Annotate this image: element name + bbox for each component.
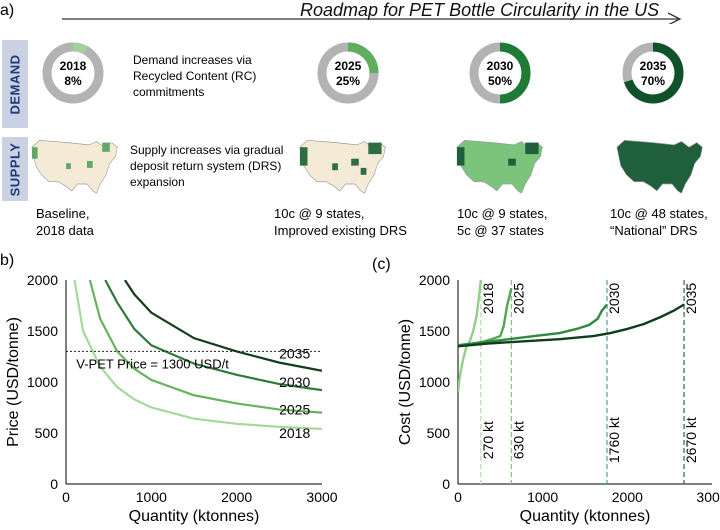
x-tick-label: 3000 [306,489,337,505]
y-tick-label: 1500 [419,323,450,339]
cost-curve-2035 [458,303,685,348]
x-tick-label: 1000 [136,489,167,505]
quantity-marker-label: 270 kt [480,421,496,459]
demand-row-label: DEMAND [2,40,28,128]
year-label-2018: 2018 [480,283,496,314]
donut-percent: 25% [336,74,360,88]
price-curve-2018 [73,280,322,431]
year-label-2025: 2025 [510,283,526,314]
series-label-2035: 2035 [279,346,310,362]
us-map-2025 [299,139,386,194]
y-tick-label: 2000 [27,272,58,288]
year-label-2030: 2030 [606,283,622,314]
y-tick-label: 1000 [27,374,58,390]
series-label-2025: 2025 [279,402,310,418]
x-tick-label: 0 [454,489,462,505]
cost-curve-2030 [458,303,608,347]
roadmap-title: Roadmap for PET Bottle Circularity in th… [300,0,660,20]
y-tick-label: 1500 [27,323,58,339]
y-tick-label: 500 [427,425,451,441]
x-tick-label: 2000 [221,489,252,505]
supply-description: Supply increases via gradual deposit ret… [130,143,284,189]
us-map-2030 [456,139,543,194]
donut-year: 2025 [335,59,362,73]
roadmap-arrow [62,12,682,24]
quantity-marker-label: 630 kt [510,421,526,459]
caption-2030: 10c @ 9 states, 5c @ 37 states [457,206,548,238]
y-tick-label: 2000 [419,272,450,288]
quantity-marker-label: 1760 kt [606,417,622,463]
y-axis-title: Price (USD/tonne) [5,317,22,447]
x-tick-label: 2000 [612,489,643,505]
x-tick-label: 3000 [696,489,720,505]
donut-fill-2030 [499,42,531,104]
price-curve-2035 [123,280,322,372]
series-label-2030: 2030 [279,374,310,390]
panel-c-label: (c) [372,256,391,273]
y-tick-label: 1000 [419,374,450,390]
donut-percent: 8% [64,74,82,88]
year-label-2035: 2035 [683,283,699,314]
caption-2025: 10c @ 9 states, Improved existing DRS [274,206,407,238]
donut-percent: 50% [488,74,512,88]
x-axis-title: Quantity (ktonnes) [520,508,651,525]
donut-fill-2018 [72,42,88,55]
x-tick-label: 1000 [527,489,558,505]
panel-a-label: a) [0,2,15,19]
quantity-marker-label: 2670 kt [683,417,699,463]
price-curve-2025 [88,280,322,414]
y-tick-label: 0 [50,476,58,492]
donut-year: 2035 [640,59,667,73]
donut-year: 2030 [487,59,514,73]
donut-fill-2035 [623,42,684,104]
cost-curve-2018 [458,280,483,393]
us-map-2018 [31,139,118,194]
caption-2035: 10c @ 48 states, “National” DRS [610,206,708,238]
x-axis-title: Quantity (ktonnes) [129,508,260,525]
caption-2018: Baseline, 2018 data [36,206,94,238]
donut-percent: 70% [641,74,665,88]
x-tick-label: 0 [62,489,70,505]
y-tick-label: 500 [35,425,59,441]
demand-description: Demand increases via Recycled Content (R… [133,53,257,99]
y-axis-title: Cost (USD/tonne) [397,319,414,445]
panel-b-label: b) [0,252,15,269]
vpet-price-label: V-PET Price = 1300 USD/t [76,356,229,371]
donut-year: 2018 [60,59,87,73]
supply-us-maps [31,139,703,194]
us-map-2035 [616,139,703,194]
y-tick-label: 0 [442,476,450,492]
series-label-2018: 2018 [279,425,310,441]
supply-row-label: SUPPLY [2,137,28,201]
donut-fill-2025 [347,42,379,74]
price-curve-2030 [104,280,322,392]
